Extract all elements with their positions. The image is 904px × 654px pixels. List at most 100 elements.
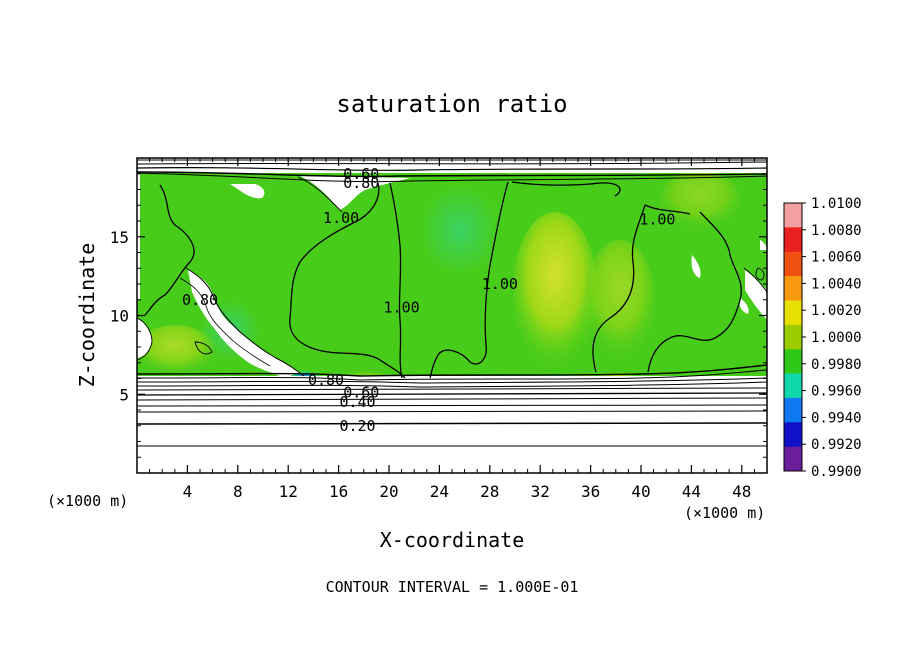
contour-label: 0.60 (343, 384, 379, 402)
colorbar-swatch (784, 276, 802, 301)
y-axis-label: Z-coordinate (75, 243, 99, 388)
field-plume (420, 185, 500, 275)
contour-line (755, 267, 765, 281)
contour-line (647, 211, 742, 373)
field-plume (660, 170, 740, 230)
contour-line (429, 181, 509, 379)
dry-region (188, 270, 300, 378)
contour-line (743, 267, 767, 293)
dry-region (137, 318, 152, 358)
contour-line (289, 182, 406, 379)
contour-line (137, 381, 767, 388)
plot-area: 0.600.801.001.001.001.000.800.800.600.40… (137, 158, 767, 473)
contour-line (137, 422, 767, 425)
contour-line (137, 364, 767, 377)
contour-line (137, 387, 767, 391)
dry-region (745, 270, 767, 320)
colorbar-label: 1.0000 (811, 330, 862, 346)
colorbar-label: 1.0080 (811, 223, 862, 239)
colorbar-swatch (784, 422, 802, 448)
contour-label: 0.80 (343, 174, 379, 192)
colorbar-label: 0.9960 (811, 384, 862, 400)
contour-line (137, 161, 767, 165)
contour-line (137, 397, 767, 401)
contour-line (144, 184, 195, 316)
contour-label: 0.20 (339, 417, 375, 435)
contour-lines (137, 159, 767, 447)
contour-line (137, 317, 153, 361)
x-tick-label: 24 (430, 482, 449, 501)
colorbar-label: 1.0060 (811, 250, 862, 266)
contour-line (194, 341, 213, 355)
x-tick-label: 12 (279, 482, 298, 501)
contour-label: 0.40 (339, 393, 375, 411)
dry-region (230, 184, 265, 199)
colorbar-label: 0.9920 (811, 437, 862, 453)
contour-label: 0.80 (308, 371, 344, 389)
x-unit-label-right: (×1000 m) (684, 504, 765, 522)
colorbar-swatch (784, 251, 802, 277)
contour-line (185, 267, 305, 377)
colorbar-swatch (784, 349, 802, 375)
contour-line (179, 277, 271, 367)
colorbar-swatch (784, 446, 802, 472)
dry-region (739, 298, 749, 314)
colorbar-label: 0.9900 (811, 464, 862, 480)
contour-line (137, 410, 767, 413)
y-tick-label: 5 (119, 385, 129, 404)
contour-line (137, 167, 767, 171)
contour-line (511, 181, 621, 197)
x-tick-label: 48 (732, 482, 751, 501)
colorbar-label: 1.0040 (811, 276, 862, 292)
contour-label: 0.80 (182, 291, 218, 309)
dry-region (300, 176, 410, 210)
colorbar-swatch (784, 300, 802, 326)
dry-region (691, 255, 701, 278)
contour-labels: 0.600.801.001.001.001.000.800.800.600.40… (182, 165, 676, 435)
x-tick-label: 44 (682, 482, 701, 501)
colorbar-label: 1.0100 (811, 196, 862, 212)
x-tick-label: 40 (631, 482, 650, 501)
contour-interval-note: CONTOUR INTERVAL = 1.000E-01 (326, 578, 579, 596)
colorbar-swatch (784, 397, 802, 423)
x-axis-label: X-coordinate (380, 528, 525, 552)
x-tick-label: 16 (329, 482, 348, 501)
contour-line (644, 204, 691, 215)
contour-line (297, 176, 343, 213)
contour-label: 1.00 (384, 299, 420, 317)
colorbar-swatch (784, 324, 802, 350)
dry-region (760, 240, 767, 250)
contour-line (137, 404, 767, 407)
field-plume (585, 240, 655, 360)
contour-label: 1.00 (323, 209, 359, 227)
contour-line (389, 182, 403, 379)
x-unit-label-left: (×1000 m) (47, 492, 128, 510)
contour-line (137, 369, 767, 381)
contour-line (137, 172, 767, 183)
contour-line (137, 392, 767, 396)
colorbar-swatch (784, 227, 802, 253)
x-tick-label: 8 (233, 482, 243, 501)
y-tick-label: 10 (110, 307, 129, 326)
x-tick-label: 20 (379, 482, 398, 501)
colorbar: 1.0100 1.0080 1.0060 1.0040 1.0020 1.0000 0.99… (783, 196, 862, 480)
contour-label: 0.60 (343, 165, 379, 183)
colorbar-swatch (784, 203, 802, 228)
colorbar-label: 0.9940 (811, 410, 862, 426)
colorbar-swatch (784, 373, 802, 399)
x-tick-label: 4 (183, 482, 193, 501)
colorbar-label: 0.9980 (811, 357, 862, 373)
chart-title: saturation ratio (336, 90, 567, 118)
x-tick-label: 28 (480, 482, 499, 501)
field-plume (137, 325, 215, 375)
contour-label: 1.00 (482, 275, 518, 293)
contour-line (592, 204, 646, 373)
contour-label: 1.00 (639, 210, 675, 228)
contour-line (137, 377, 767, 384)
x-tick-label: 32 (531, 482, 550, 501)
x-tick-label: 36 (581, 482, 600, 501)
contour-line (137, 171, 767, 178)
field-plume (513, 212, 597, 368)
